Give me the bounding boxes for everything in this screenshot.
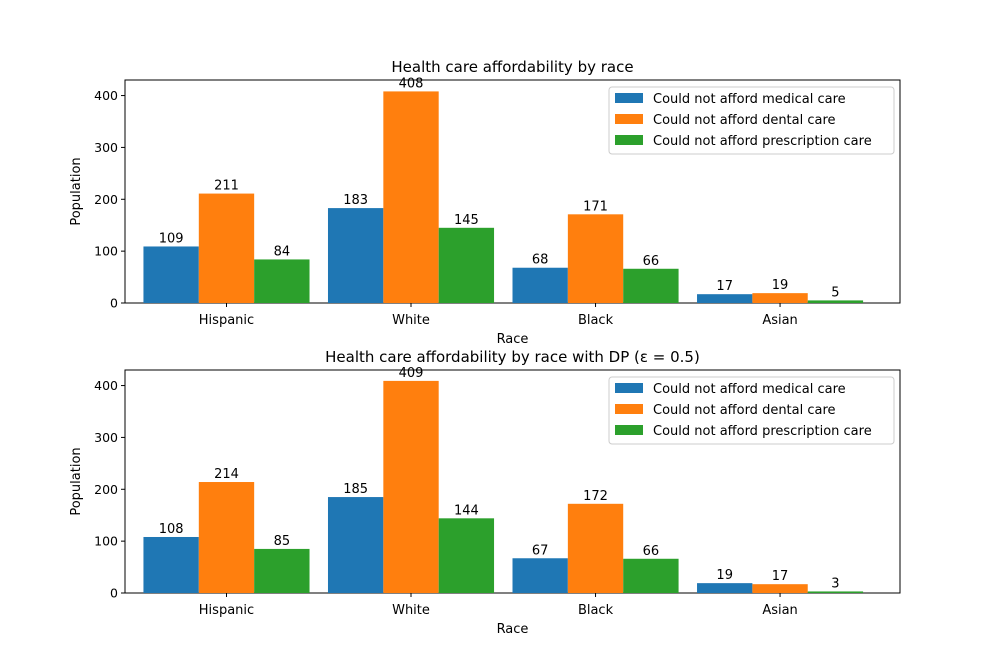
bar-1-1-0 [198,482,255,593]
bar-1-1-2 [567,503,624,593]
chart-title-0: Health care affordability by race [391,58,633,76]
y-tick-label-0-0: 0 [110,296,118,311]
bar-value-label-1-0-1: 185 [343,482,368,497]
legend-label-0-1: Could not afford dental care [653,113,836,128]
legend-swatch-0-0 [615,93,643,103]
x-tick-label-1-1: White [392,603,430,618]
x-tick-label-0-1: White [392,313,430,328]
y-tick-label-1-2: 200 [94,482,118,497]
bar-value-label-1-0-3: 19 [716,568,733,583]
bar-1-0-0 [143,536,199,593]
bar-value-label-0-2-2: 66 [643,254,660,269]
bar-value-label-1-1-1: 409 [399,366,424,381]
legend-swatch-1-2 [615,425,643,435]
legend-swatch-0-2 [615,135,643,145]
legend-box-0 [608,86,895,155]
y-tick-label-1-3: 300 [94,430,118,445]
legend-label-1-2: Could not afford prescription care [653,424,872,439]
bar-value-label-1-0-2: 67 [532,543,549,558]
bar-value-label-0-1-2: 171 [583,199,608,214]
bar-value-label-1-2-3: 3 [831,576,839,591]
x-tick-label-0-0: Hispanic [199,313,254,328]
bar-value-label-1-2-0: 85 [274,534,291,549]
bar-1-1-1 [383,380,439,593]
x-tick-label-1-0: Hispanic [199,603,254,618]
bar-value-label-0-0-0: 109 [159,231,184,246]
bar-value-label-0-1-1: 408 [399,76,424,91]
bar-value-label-0-2-3: 5 [831,285,839,300]
legend-label-0-2: Could not afford prescription care [653,134,872,149]
bar-1-0-1 [327,497,384,593]
bar-0-1-0 [198,193,255,303]
x-axis-label-0: Race [497,332,529,347]
bar-value-label-1-2-2: 66 [643,544,660,559]
y-tick-label-1-1: 100 [94,534,118,549]
bar-0-0-3 [697,294,753,303]
legend-swatch-0-1 [615,114,643,124]
y-axis-label-1: Population [69,447,84,515]
bar-value-label-1-2-1: 144 [454,503,479,518]
bar-0-2-3 [807,300,864,303]
bar-0-0-0 [143,246,199,303]
y-tick-label-1-4: 400 [94,378,118,393]
x-axis-label-1: Race [497,622,529,637]
bar-0-1-2 [567,214,624,303]
bar-value-label-0-1-3: 19 [772,278,789,293]
bar-0-0-1 [327,208,384,303]
bar-0-2-1 [438,227,495,303]
legend-swatch-1-1 [615,404,643,414]
bar-0-1-3 [752,293,808,303]
legend-label-1-0: Could not afford medical care [653,382,846,397]
bar-value-label-0-2-1: 145 [454,213,479,228]
y-tick-label-0-1: 100 [94,244,118,259]
bar-value-label-1-0-0: 108 [159,522,184,537]
legend-box-1 [608,376,895,445]
chart-title-1: Health care affordability by race with D… [325,348,700,366]
y-tick-label-0-4: 400 [94,88,118,103]
y-tick-label-0-2: 200 [94,192,118,207]
bar-value-label-0-0-2: 68 [532,253,549,268]
bar-value-label-0-2-0: 84 [274,244,291,259]
bar-1-1-3 [752,584,808,593]
x-tick-label-0-3: Asian [762,313,797,328]
bar-value-label-0-1-0: 211 [214,179,239,194]
bar-value-label-0-0-1: 183 [343,193,368,208]
legend-label-0-0: Could not afford medical care [653,92,846,107]
bar-value-label-1-1-0: 214 [214,467,239,482]
legend-label-1-1: Could not afford dental care [653,403,836,418]
bar-1-0-2 [512,558,568,593]
y-tick-label-0-3: 300 [94,140,118,155]
x-tick-label-1-3: Asian [762,603,797,618]
x-tick-label-0-2: Black [578,313,614,328]
legend-swatch-1-0 [615,383,643,393]
y-tick-label-1-0: 0 [110,586,118,601]
bar-0-0-2 [512,267,568,303]
x-tick-label-1-2: Black [578,603,614,618]
y-axis-label-0: Population [69,157,84,225]
bar-1-2-1 [438,518,495,593]
bar-1-0-3 [697,583,753,593]
bar-1-2-3 [807,591,864,593]
bar-value-label-1-1-3: 17 [772,569,789,584]
bar-1-2-2 [623,558,679,593]
bar-1-2-0 [254,548,310,593]
bar-0-2-2 [623,268,679,303]
bar-value-label-0-0-3: 17 [716,279,733,294]
bar-0-1-1 [383,91,439,303]
bar-0-2-0 [254,259,310,303]
bar-value-label-1-1-2: 172 [583,489,608,504]
